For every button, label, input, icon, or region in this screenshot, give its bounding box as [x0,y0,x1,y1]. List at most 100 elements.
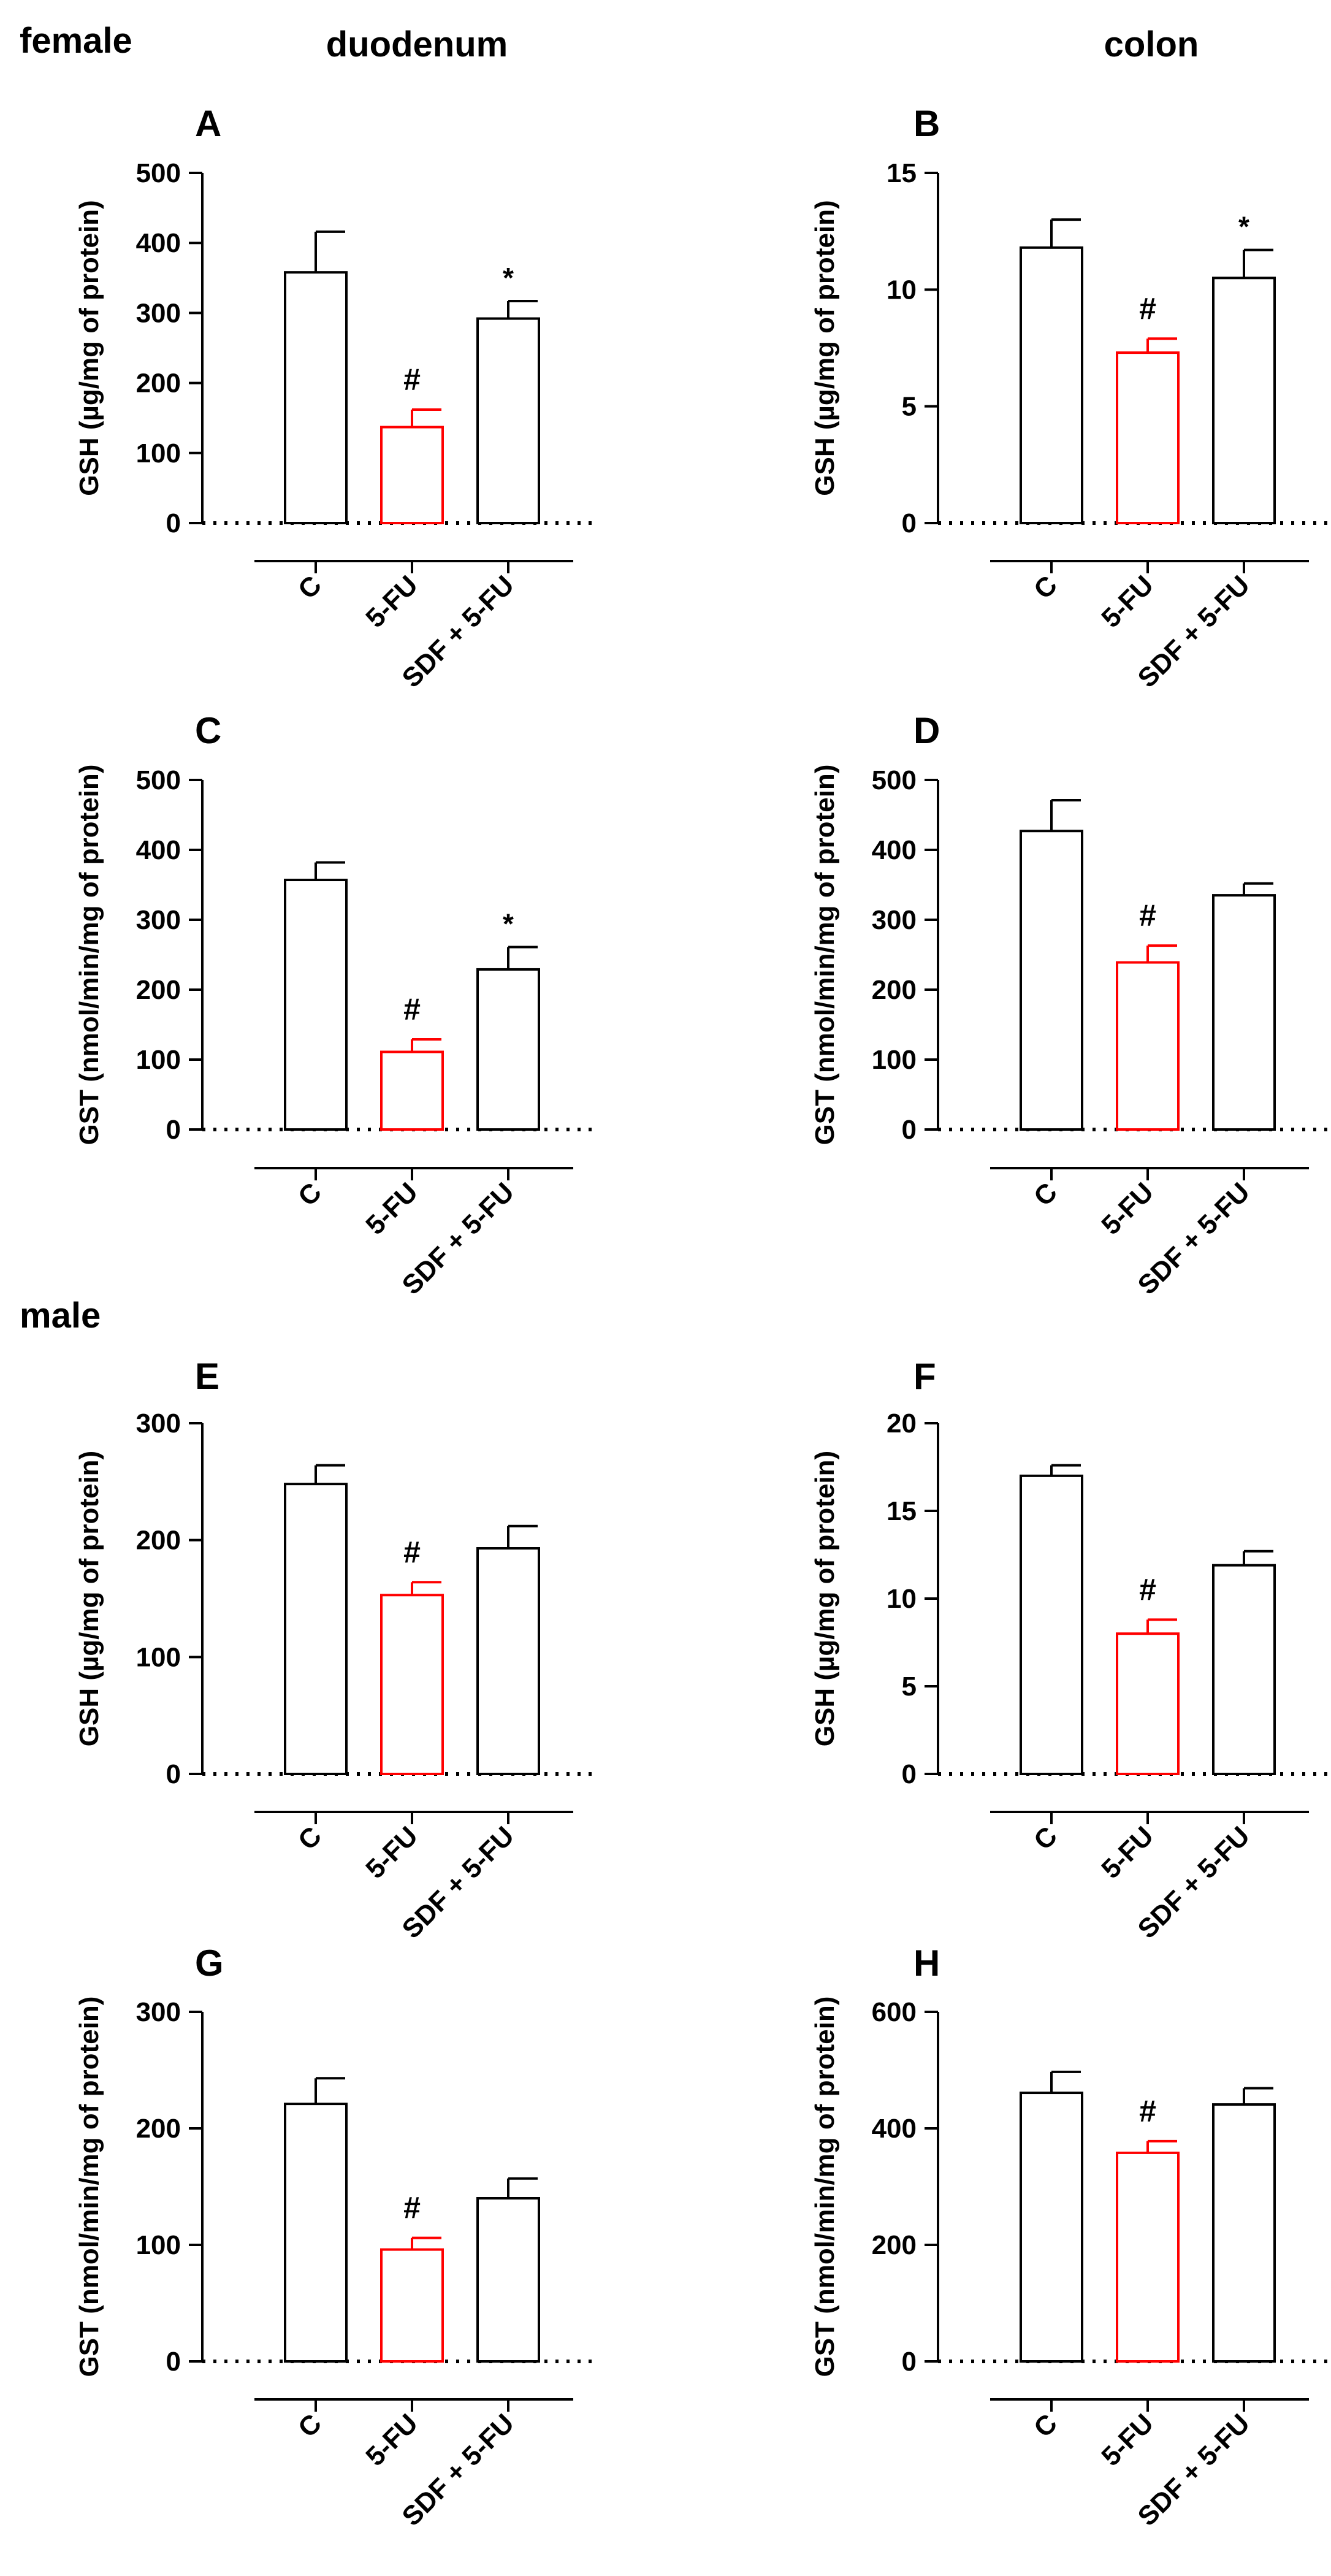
x-tick-label: 5-FU [1096,1821,1159,1884]
y-tick-label: 400 [136,228,181,258]
y-tick-label: 200 [136,2114,181,2144]
chart-panel-d: D 0 100 200 300 400 500 GST (nmol/min/mg of pro… [810,710,1327,1301]
y-axis-label: GSH (µg/mg of protein) [810,200,840,495]
y-tick-label: 400 [872,2114,917,2144]
panel-letter: G [195,1943,224,1984]
y-axis-label: GST (nmol/min/mg of protein) [74,1997,104,2377]
y-axis-label: GST (nmol/min/mg of protein) [810,765,840,1145]
x-tick-label: 5-FU [360,570,424,633]
bar [1212,1564,1276,1775]
y-tick-label: 0 [166,508,181,538]
significance-mark: # [1139,1572,1156,1607]
x-tick-label: 5-FU [1096,1177,1159,1240]
significance-mark: # [403,2191,421,2225]
chart-panel-g: G 0 100 200 300 GST (nmol/min/mg of protein) #… [74,1943,592,2532]
header-colon: colon [1104,25,1199,64]
panel-letter: C [195,710,221,751]
y-tick-label: 0 [902,2347,917,2377]
x-tick-label: C [1028,2408,1063,2443]
x-tick-label: 5-FU [360,1177,424,1240]
y-tick-label: 400 [136,835,181,865]
y-tick-label: 0 [902,508,917,538]
bar [1116,961,1180,1131]
bar [1020,1474,1083,1776]
y-tick-label: 0 [166,1759,181,1789]
bar [284,271,348,524]
y-tick-label: 15 [887,1496,917,1526]
bar [284,1483,348,1776]
y-tick-label: 100 [136,1642,181,1672]
significance-mark: * [503,908,514,939]
y-tick-label: 200 [136,975,181,1005]
y-tick-label: 200 [872,975,917,1005]
panel-letter: B [913,103,940,144]
y-tick-label: 500 [136,158,181,188]
bar [1212,894,1276,1131]
y-axis-label: GSH (µg/mg of protein) [74,200,104,495]
bar [476,2197,540,2363]
bar [380,1594,444,1776]
y-tick-label: 15 [887,158,917,188]
y-tick-label: 5 [902,1672,917,1702]
y-tick-label: 0 [166,2347,181,2377]
panel-letter: E [195,1356,219,1397]
y-tick-label: 200 [136,369,181,399]
y-tick-label: 100 [136,438,181,468]
bar [1116,1632,1180,1775]
panel-letter: F [913,1356,936,1397]
bar [284,2103,348,2363]
significance-mark: # [1139,2094,1156,2128]
x-tick-label: C [292,2408,327,2443]
y-axis-label: GSH (µg/mg of protein) [74,1451,104,1746]
significance-mark: # [403,362,421,397]
y-tick-label: 100 [872,1045,917,1075]
bar [1020,830,1083,1131]
x-tick-label: C [292,1821,327,1856]
x-tick-label: C [1028,570,1063,605]
significance-mark: * [503,262,514,294]
x-tick-label: 5-FU [360,2408,424,2472]
y-tick-label: 20 [887,1408,917,1439]
header-duodenum: duodenum [326,25,508,64]
bar [380,2248,444,2363]
y-tick-label: 100 [136,2230,181,2260]
bar [1020,2092,1083,2363]
x-tick-label: 5-FU [1096,570,1159,633]
y-tick-label: 200 [136,1526,181,1556]
y-tick-label: 300 [136,298,181,328]
y-tick-label: 500 [136,765,181,795]
bar [380,1050,444,1131]
y-tick-label: 600 [872,1997,917,2027]
chart-panel-c: C 0 100 200 300 400 500 GST (nmol/min/mg of pro… [74,710,592,1301]
y-tick-label: 300 [872,905,917,935]
y-tick-label: 0 [902,1759,917,1789]
bar [1212,2103,1276,2363]
chart-panel-h: H 0 200 400 600 GST (nmol/min/mg of protein) #… [810,1943,1327,2532]
y-axis-label: GSH (µg/mg of protein) [810,1451,840,1746]
y-tick-label: 0 [902,1115,917,1145]
panel-letter: D [913,710,940,751]
bar [476,317,540,524]
y-tick-label: 200 [872,2230,917,2260]
bar [1116,351,1180,524]
y-tick-label: 10 [887,275,917,305]
bar [284,879,348,1131]
y-tick-label: 300 [136,1408,181,1439]
significance-mark: # [403,992,421,1026]
x-tick-label: 5-FU [360,1821,424,1884]
panel-letter: H [913,1943,940,1984]
x-tick-label: C [1028,1821,1063,1856]
y-axis-label: GST (nmol/min/mg of protein) [74,765,104,1145]
significance-mark: * [1238,211,1249,243]
significance-mark: # [1139,898,1156,933]
bar [1020,246,1083,524]
significance-mark: # [403,1535,421,1569]
bar [1212,277,1276,524]
bar [476,1547,540,1776]
bar [1116,2151,1180,2363]
